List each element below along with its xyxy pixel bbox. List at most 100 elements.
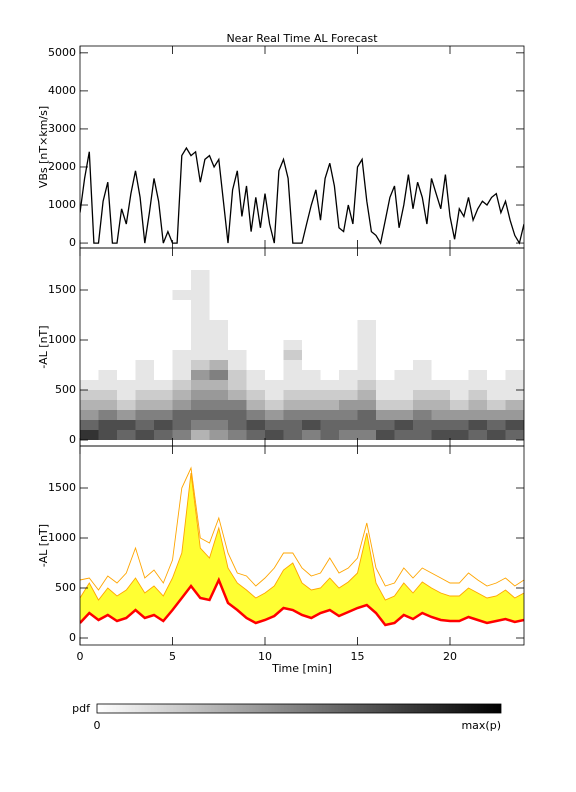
colorbar-max-label: max(p) xyxy=(461,719,501,732)
pdf-cell xyxy=(98,410,117,420)
pdf-cell xyxy=(191,290,210,300)
pdf-cell xyxy=(320,380,339,390)
pdf-cell xyxy=(209,390,228,400)
pdf-cell xyxy=(154,420,173,430)
pdf-cell xyxy=(80,390,99,400)
pdf-cell xyxy=(135,390,154,400)
pdf-cell xyxy=(357,420,376,430)
pdf-cell xyxy=(98,370,117,380)
pdf-cell xyxy=(357,400,376,410)
pdf-cell xyxy=(191,400,210,410)
pdf-cell xyxy=(154,380,173,390)
pdf-cell xyxy=(228,370,247,380)
pdf-cell xyxy=(265,430,284,440)
pdf-cell xyxy=(413,420,432,430)
y-axis-label: -AL [nT] xyxy=(37,524,50,567)
y-tick-label: 1000 xyxy=(48,333,76,346)
pdf-cell xyxy=(191,390,210,400)
pdf-cell xyxy=(283,380,302,390)
pdf-cell xyxy=(302,370,321,380)
pdf-cell xyxy=(450,410,469,420)
pdf-cell xyxy=(191,300,210,310)
pdf-cell xyxy=(172,410,191,420)
pdf-cell xyxy=(98,430,117,440)
pdf-cell xyxy=(394,420,413,430)
pdf-cell xyxy=(413,430,432,440)
pdf-cell xyxy=(209,430,228,440)
pdf-cell xyxy=(487,390,506,400)
pdf-cell xyxy=(468,430,487,440)
pdf-cell xyxy=(505,400,524,410)
plot-area xyxy=(80,270,524,440)
pdf-cell xyxy=(339,400,358,410)
pdf-cell xyxy=(468,380,487,390)
y-tick-label: 4000 xyxy=(48,84,76,97)
data-line xyxy=(80,146,524,245)
pdf-cell xyxy=(209,370,228,380)
x-tick-label: 20 xyxy=(443,650,457,663)
y-axis-label: -AL [nT] xyxy=(37,325,50,368)
pdf-cell xyxy=(80,430,99,440)
pdf-cell xyxy=(283,370,302,380)
pdf-cell xyxy=(228,420,247,430)
pdf-cell xyxy=(468,410,487,420)
panel-frame xyxy=(79,445,525,646)
pdf-cell xyxy=(209,380,228,390)
pdf-cell xyxy=(117,400,136,410)
pdf-cell xyxy=(265,380,284,390)
pdf-cell xyxy=(376,430,395,440)
pdf-cell xyxy=(191,320,210,330)
pdf-cell xyxy=(394,430,413,440)
pdf-cell xyxy=(246,400,265,410)
pdf-cell xyxy=(283,390,302,400)
pdf-cell xyxy=(172,380,191,390)
pdf-cell xyxy=(246,370,265,380)
pdf-cell xyxy=(117,420,136,430)
pdf-cell xyxy=(487,400,506,410)
pdf-cell xyxy=(413,370,432,380)
pdf-cell xyxy=(246,410,265,420)
pdf-cell xyxy=(191,380,210,390)
pdf-cell xyxy=(135,420,154,430)
pdf-cell xyxy=(357,350,376,360)
pdf-cell xyxy=(376,390,395,400)
pdf-cell xyxy=(117,430,136,440)
pdf-cell xyxy=(191,360,210,370)
pdf-cell xyxy=(357,410,376,420)
pdf-cell xyxy=(209,420,228,430)
x-axis-label: Time [min] xyxy=(271,662,332,675)
pdf-cell xyxy=(283,350,302,360)
pdf-cell xyxy=(487,430,506,440)
pdf-cell xyxy=(394,380,413,390)
y-tick-label: 1000 xyxy=(48,198,76,211)
colorbar xyxy=(96,703,502,714)
pdf-cell xyxy=(339,420,358,430)
y-tick-label: 500 xyxy=(55,581,76,594)
pdf-cell xyxy=(265,410,284,420)
pdf-cell xyxy=(265,390,284,400)
x-tick-label: 15 xyxy=(351,650,365,663)
pdf-cell xyxy=(413,360,432,370)
pdf-cell xyxy=(246,390,265,400)
y-tick-label: 5000 xyxy=(48,46,76,59)
pdf-cell xyxy=(357,320,376,330)
pdf-cell xyxy=(228,430,247,440)
pdf-cell xyxy=(209,410,228,420)
pdf-cell xyxy=(339,370,358,380)
band-area xyxy=(80,473,524,625)
pdf-cell xyxy=(98,390,117,400)
pdf-cell xyxy=(283,410,302,420)
pdf-cell xyxy=(154,430,173,440)
y-tick-label: 0 xyxy=(69,631,76,644)
pdf-cell xyxy=(320,420,339,430)
pdf-cell xyxy=(209,350,228,360)
pdf-cell xyxy=(191,420,210,430)
colorbar-title: pdf xyxy=(72,702,91,715)
pdf-cell xyxy=(505,370,524,380)
chart-title: Near Real Time AL Forecast xyxy=(226,32,378,45)
pdf-cell xyxy=(154,390,173,400)
pdf-cell xyxy=(394,370,413,380)
pdf-cell xyxy=(117,380,136,390)
pdf-cell xyxy=(283,340,302,350)
